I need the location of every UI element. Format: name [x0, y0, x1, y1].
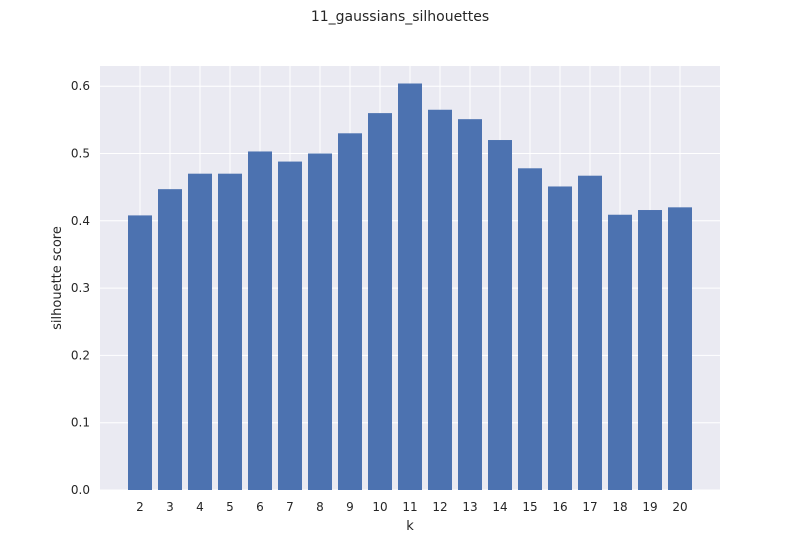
x-axis-ticks: 2 3 4 5 6 7 8 9 10 11 12 13 14 15 16 17 18 19 20 [136, 500, 687, 514]
x-tick-label: 7 [286, 500, 294, 514]
x-tick-label: 2 [136, 500, 144, 514]
bar-k-5 [218, 173, 242, 490]
bar-k-18 [608, 214, 632, 490]
bar-k-20 [668, 207, 692, 491]
x-tick-label: 13 [462, 500, 477, 514]
y-tick-label: 0.2 [71, 348, 90, 362]
bar-k-9 [338, 133, 362, 491]
bar-k-11 [398, 83, 422, 490]
bar-k-2 [128, 215, 152, 490]
bar-k-17 [578, 175, 602, 490]
chart-title: 11_gaussians_silhouettes [310, 9, 490, 25]
x-tick-label: 18 [612, 500, 627, 514]
y-tick-label: 0.5 [71, 146, 90, 160]
x-tick-label: 3 [166, 500, 174, 514]
bars [128, 83, 692, 491]
x-axis-label: k [406, 519, 414, 534]
bar-k-3 [158, 189, 182, 490]
x-tick-label: 15 [522, 500, 537, 514]
x-tick-label: 5 [226, 500, 234, 514]
y-tick-label: 0.4 [71, 214, 90, 228]
bar-k-6 [248, 151, 272, 490]
x-tick-label: 14 [492, 500, 507, 514]
x-tick-label: 6 [256, 500, 264, 514]
bar-k-10 [368, 113, 392, 490]
y-axis-ticks: 0.0 0.1 0.2 0.3 0.4 0.5 0.6 [71, 79, 90, 497]
x-tick-label: 17 [582, 500, 597, 514]
bar-k-19 [638, 210, 662, 490]
y-tick-label: 0.3 [71, 281, 90, 295]
bar-k-13 [458, 119, 482, 491]
x-tick-label: 19 [642, 500, 657, 514]
bar-k-7 [278, 161, 302, 491]
y-tick-label: 0.6 [71, 79, 90, 93]
x-tick-label: 20 [672, 500, 687, 514]
y-tick-label: 0.0 [71, 483, 90, 497]
x-tick-label: 4 [196, 500, 204, 514]
x-tick-label: 11 [402, 500, 417, 514]
x-tick-label: 16 [552, 500, 567, 514]
bar-k-15 [518, 168, 542, 491]
x-tick-label: 8 [316, 500, 324, 514]
y-tick-label: 0.1 [71, 416, 90, 430]
bar-k-14 [488, 140, 512, 491]
bar-k-4 [188, 173, 212, 490]
bar-k-8 [308, 153, 332, 490]
x-tick-label: 12 [432, 500, 447, 514]
y-axis-label: silhouette score [50, 226, 65, 330]
bar-k-12 [428, 109, 452, 490]
bar-k-16 [548, 186, 572, 490]
x-tick-label: 9 [346, 500, 354, 514]
x-tick-label: 10 [372, 500, 387, 514]
